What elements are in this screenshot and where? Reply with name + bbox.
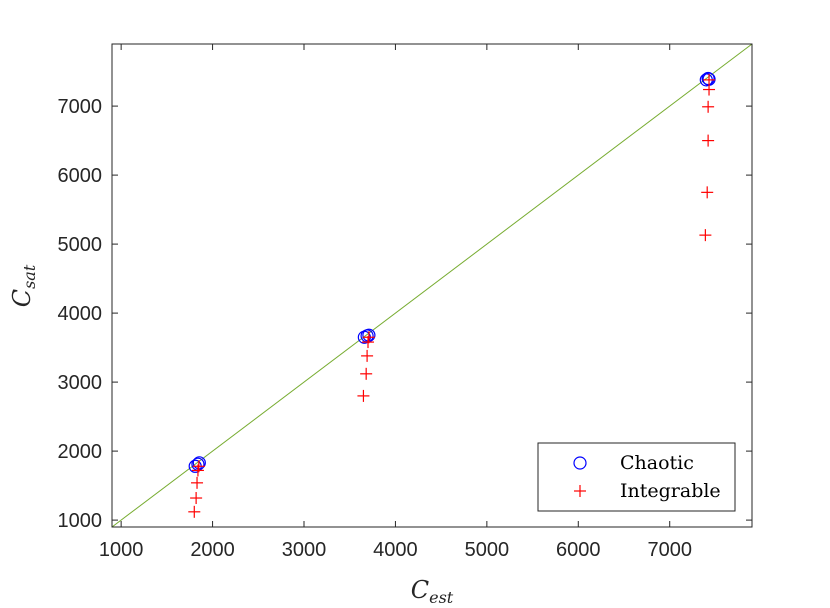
x-tick-label: 2000 [190, 539, 235, 561]
x-tick-label: 6000 [556, 539, 601, 561]
x-tick-label: 3000 [282, 539, 327, 561]
integrable-point [191, 476, 204, 489]
points-layer [188, 71, 716, 518]
y-tick-label: 6000 [58, 165, 103, 187]
reference-line-layer [111, 43, 753, 528]
integrable-point [192, 460, 205, 473]
y-tick-label: 4000 [58, 303, 103, 325]
integrable-point [188, 505, 201, 518]
legend-chaotic-marker [573, 456, 587, 470]
y-axis-label-subscript: sat [20, 264, 39, 289]
legend-integrable-label: Integrable [620, 480, 721, 502]
x-tick-label: 4000 [373, 539, 418, 561]
x-axis-label-subscript: est [429, 588, 454, 607]
y-tick-label: 7000 [58, 96, 103, 118]
x-tick-label: 1000 [99, 539, 144, 561]
chaotic-point [701, 71, 715, 86]
y-tick-label: 1000 [58, 510, 103, 532]
integrable-point [702, 100, 715, 113]
legend-chaotic-label: Chaotic [620, 452, 694, 474]
legend-integrable-marker [574, 485, 586, 497]
integrable-point [702, 134, 715, 147]
legend-box [537, 442, 736, 512]
x-axis-label: Cest [411, 576, 454, 607]
integrable-point [701, 186, 714, 199]
integrable-point [362, 336, 374, 349]
y-tick-label: 2000 [58, 441, 103, 463]
x-tick-label: 5000 [465, 539, 510, 561]
integrable-point [190, 492, 203, 505]
integrable-point [357, 389, 370, 402]
axes-box [111, 43, 753, 528]
integrable-point [699, 229, 712, 242]
integrable-point [361, 349, 374, 362]
ticks-layer: 1000 2000 3000 4000 5000 6000 7000 1000 2000 3000… [58, 44, 752, 561]
y-tick-label: 5000 [58, 234, 103, 256]
y-axis-label: Csat [8, 264, 39, 307]
x-tick-label: 7000 [647, 539, 692, 561]
integrable-point [703, 73, 716, 86]
integrable-point [360, 367, 373, 380]
y-tick-label: 3000 [58, 372, 103, 394]
reference-line [111, 43, 753, 528]
integrable-point [362, 331, 375, 344]
legend: Chaotic Integrable [537, 442, 736, 512]
